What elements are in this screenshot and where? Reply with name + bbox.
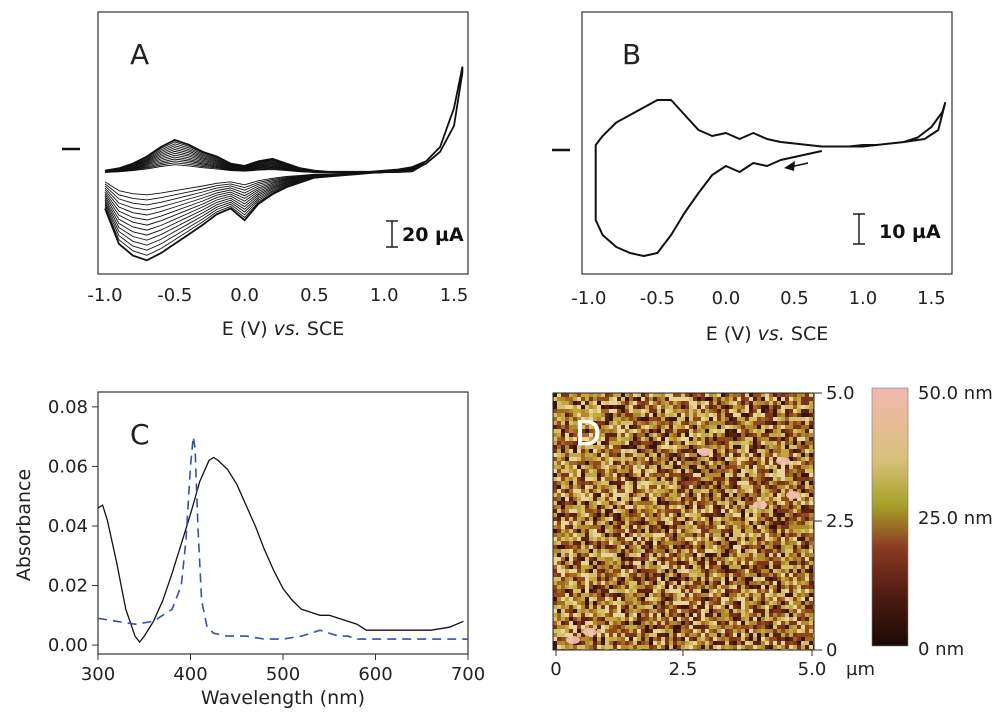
panel-c-y-tick-0: 0.00 bbox=[48, 635, 88, 656]
panel-c-curves bbox=[97, 436, 468, 644]
panel-a-x-ticks: -1.0 -0.5 0.0 0.5 1.0 1.5 bbox=[87, 285, 468, 306]
panel-c-y-tick-2: 0.04 bbox=[48, 516, 88, 537]
panel-b-x-tick-5: 1.5 bbox=[917, 288, 946, 309]
panel-b-xlabel: E (V) vs. SCE bbox=[706, 323, 828, 345]
panel-a-x-tick-2: 0.0 bbox=[230, 285, 259, 306]
panel-a-scan-14 bbox=[104, 66, 464, 262]
panel-d-x-unit: µm bbox=[846, 659, 875, 680]
panel-b-scale-label: 10 µA bbox=[879, 221, 941, 243]
panel-b-x-ticks: -1.0 -0.5 0.0 0.5 1.0 1.5 bbox=[571, 288, 945, 309]
panel-a-xlabel: E (V) vs. SCE bbox=[222, 318, 344, 340]
panel-b-x-tick-4: 1.0 bbox=[849, 288, 878, 309]
panel-d-x-tick-0: 0 bbox=[550, 659, 561, 680]
panel-a-x-tick-1: -0.5 bbox=[157, 285, 192, 306]
panel-c-ylabel: Absorbance bbox=[13, 469, 35, 581]
panel-d-y-tick-0: 0 bbox=[826, 640, 837, 661]
panel-a-scan-5 bbox=[104, 66, 463, 216]
panel-c-label: C bbox=[130, 418, 150, 451]
panel-c-x-tick-1: 400 bbox=[173, 664, 207, 685]
panel-c-x-ticks: 300 400 500 600 700 bbox=[81, 654, 485, 685]
panel-d-y-ticks: 0 2.5 5.0 bbox=[814, 383, 855, 661]
panel-a-scan-10 bbox=[104, 66, 463, 241]
panel-b-direction-arrow bbox=[784, 161, 809, 171]
panel-d-colorbar-label-0: 50.0 nm bbox=[918, 383, 993, 404]
panel-a-x-tick-3: 0.5 bbox=[300, 285, 329, 306]
panel-d: D 0 2.5 5.0 0 2.5 5.0 µm 50.0 nm 25.0 nm 0 nm bbox=[550, 383, 992, 680]
panel-d-colorbar-label-2: 0 nm bbox=[918, 639, 964, 660]
panel-c-x-tick-3: 600 bbox=[358, 664, 392, 685]
panel-d-y-tick-1: 2.5 bbox=[826, 511, 855, 532]
panel-c-x-tick-4: 700 bbox=[451, 664, 485, 685]
panel-d-afm-image bbox=[553, 393, 814, 650]
panel-d-colorbar-label-1: 25.0 nm bbox=[918, 508, 993, 529]
panel-b-label: B bbox=[622, 38, 641, 71]
panel-a-scan-6 bbox=[104, 66, 463, 221]
panel-a-x-tick-0: -1.0 bbox=[87, 285, 122, 306]
panel-b-x-tick-3: 0.5 bbox=[780, 288, 809, 309]
panel-a-label: A bbox=[130, 38, 149, 71]
panel-a: A 20 µA -1.0 -0.5 0.0 0.5 1.0 1.5 E (V) vs. S… bbox=[62, 11, 469, 340]
panel-c: C 300 400 500 600 700 0.00 0.02 0.04 0.06 0.08 W… bbox=[13, 391, 485, 709]
panel-b-frame bbox=[581, 11, 953, 275]
panel-d-colorbar bbox=[871, 387, 909, 647]
panel-a-x-tick-5: 1.5 bbox=[440, 285, 469, 306]
panel-c-y-tick-3: 0.06 bbox=[48, 456, 88, 477]
panel-d-colorbar-labels: 50.0 nm 25.0 nm 0 nm bbox=[918, 383, 993, 660]
panel-c-x-tick-2: 500 bbox=[266, 664, 300, 685]
panel-b-x-tick-0: -1.0 bbox=[571, 288, 606, 309]
panel-a-scan-7 bbox=[104, 66, 463, 226]
panel-c-x-tick-0: 300 bbox=[81, 664, 115, 685]
panel-c-y-ticks: 0.00 0.02 0.04 0.06 0.08 bbox=[48, 397, 98, 656]
panel-a-frame bbox=[97, 11, 469, 275]
panel-b-scale-bar: 10 µA bbox=[853, 213, 941, 245]
panel-d-label: D bbox=[575, 414, 601, 454]
panel-c-y-tick-1: 0.02 bbox=[48, 576, 88, 597]
panel-b-voltammogram bbox=[594, 99, 947, 257]
panel-b-curves bbox=[594, 99, 947, 257]
panel-a-scan-1 bbox=[104, 66, 463, 196]
panel-b-x-tick-2: 0.0 bbox=[712, 288, 741, 309]
panel-c-y-tick-4: 0.08 bbox=[48, 397, 88, 418]
panel-d-x-tick-1: 2.5 bbox=[669, 659, 698, 680]
panel-d-y-tick-2: 5.0 bbox=[826, 383, 855, 404]
panel-b: B 10 µA -1.0 -0.5 0.0 0.5 1.0 1.5 E (V) vs. S… bbox=[552, 11, 953, 345]
panel-c-frame bbox=[97, 391, 469, 655]
panel-c-series-dashed bbox=[97, 436, 468, 640]
panel-a-x-tick-4: 1.0 bbox=[370, 285, 399, 306]
panel-c-xlabel: Wavelength (nm) bbox=[201, 687, 365, 709]
panel-b-x-tick-1: -0.5 bbox=[640, 288, 675, 309]
panel-a-scale-bar: 20 µA bbox=[386, 220, 464, 248]
panel-d-x-ticks: 0 2.5 5.0 bbox=[550, 650, 826, 680]
panel-c-series-solid bbox=[97, 456, 464, 644]
panel-a-scale-label: 20 µA bbox=[402, 224, 464, 246]
panel-d-x-tick-2: 5.0 bbox=[798, 659, 827, 680]
panel-a-curves bbox=[104, 66, 464, 262]
